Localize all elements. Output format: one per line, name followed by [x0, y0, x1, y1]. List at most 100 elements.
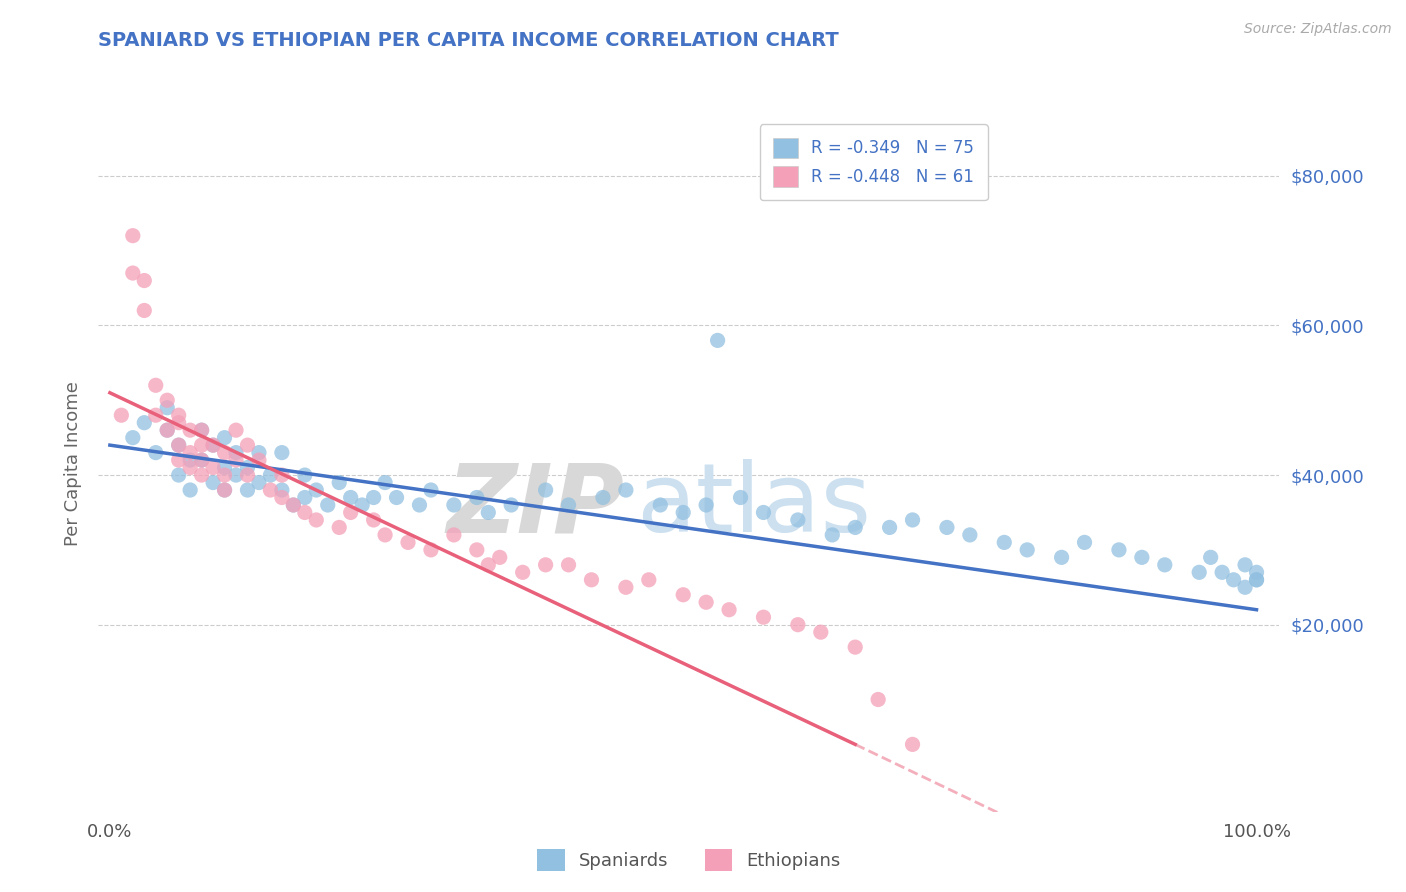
Point: [1222, 573, 1244, 587]
Point: [339, 506, 361, 520]
Point: [1246, 573, 1268, 587]
Point: [501, 498, 523, 512]
Point: [270, 468, 292, 483]
Point: [339, 491, 361, 505]
Point: [1234, 558, 1257, 572]
Point: [202, 475, 225, 490]
Point: [844, 520, 866, 534]
Point: [236, 438, 259, 452]
Point: [110, 408, 132, 422]
Point: [465, 542, 488, 557]
Point: [465, 491, 488, 505]
Point: [202, 438, 225, 452]
Point: [316, 498, 339, 512]
Point: [477, 558, 499, 572]
Point: [121, 431, 143, 445]
Point: [695, 595, 717, 609]
Y-axis label: Per Capita Income: Per Capita Income: [63, 382, 82, 546]
Point: [121, 228, 143, 243]
Point: [236, 460, 259, 475]
Point: [156, 423, 179, 437]
Point: [167, 416, 190, 430]
Point: [294, 506, 316, 520]
Point: [214, 445, 236, 459]
Point: [534, 483, 557, 497]
Legend: Spaniards, Ethiopians: Spaniards, Ethiopians: [530, 842, 848, 879]
Point: [134, 416, 156, 430]
Point: [592, 491, 614, 505]
Point: [167, 453, 190, 467]
Legend: R = -0.349   N = 75, R = -0.448   N = 61: R = -0.349 N = 75, R = -0.448 N = 61: [759, 124, 987, 200]
Text: Source: ZipAtlas.com: Source: ZipAtlas.com: [1244, 22, 1392, 37]
Point: [236, 483, 259, 497]
Point: [786, 617, 808, 632]
Point: [294, 468, 316, 483]
Point: [190, 438, 212, 452]
Point: [214, 483, 236, 497]
Point: [134, 274, 156, 288]
Point: [259, 483, 281, 497]
Point: [443, 528, 465, 542]
Point: [167, 438, 190, 452]
Point: [167, 468, 190, 483]
Point: [1153, 558, 1175, 572]
Point: [134, 303, 156, 318]
Point: [190, 453, 212, 467]
Point: [179, 445, 201, 459]
Point: [420, 483, 443, 497]
Point: [385, 491, 408, 505]
Point: [179, 460, 201, 475]
Point: [993, 535, 1015, 549]
Point: [844, 640, 866, 654]
Point: [1073, 535, 1095, 549]
Point: [1017, 542, 1039, 557]
Point: [408, 498, 430, 512]
Point: [1199, 550, 1222, 565]
Point: [477, 506, 499, 520]
Point: [718, 603, 741, 617]
Point: [821, 528, 844, 542]
Point: [305, 513, 328, 527]
Point: [1246, 573, 1268, 587]
Point: [443, 498, 465, 512]
Point: [179, 483, 201, 497]
Point: [121, 266, 143, 280]
Point: [868, 692, 890, 706]
Point: [901, 513, 924, 527]
Point: [214, 460, 236, 475]
Point: [614, 580, 637, 594]
Point: [145, 445, 167, 459]
Point: [935, 520, 957, 534]
Point: [672, 588, 695, 602]
Point: [352, 498, 374, 512]
Point: [420, 542, 443, 557]
Point: [1234, 580, 1257, 594]
Point: [190, 423, 212, 437]
Point: [363, 513, 385, 527]
Point: [752, 506, 775, 520]
Point: [270, 491, 292, 505]
Point: [156, 401, 179, 415]
Point: [179, 423, 201, 437]
Point: [557, 558, 579, 572]
Point: [396, 535, 419, 549]
Point: [190, 453, 212, 467]
Text: atlas: atlas: [636, 459, 870, 552]
Point: [270, 445, 292, 459]
Point: [225, 423, 247, 437]
Point: [1246, 566, 1268, 580]
Point: [202, 460, 225, 475]
Text: SPANIARD VS ETHIOPIAN PER CAPITA INCOME CORRELATION CHART: SPANIARD VS ETHIOPIAN PER CAPITA INCOME …: [98, 31, 839, 50]
Point: [374, 528, 396, 542]
Point: [202, 438, 225, 452]
Point: [305, 483, 328, 497]
Point: [810, 625, 832, 640]
Point: [225, 453, 247, 467]
Point: [1211, 566, 1233, 580]
Point: [167, 408, 190, 422]
Point: [259, 468, 281, 483]
Point: [225, 445, 247, 459]
Point: [1108, 542, 1130, 557]
Point: [695, 498, 717, 512]
Point: [557, 498, 579, 512]
